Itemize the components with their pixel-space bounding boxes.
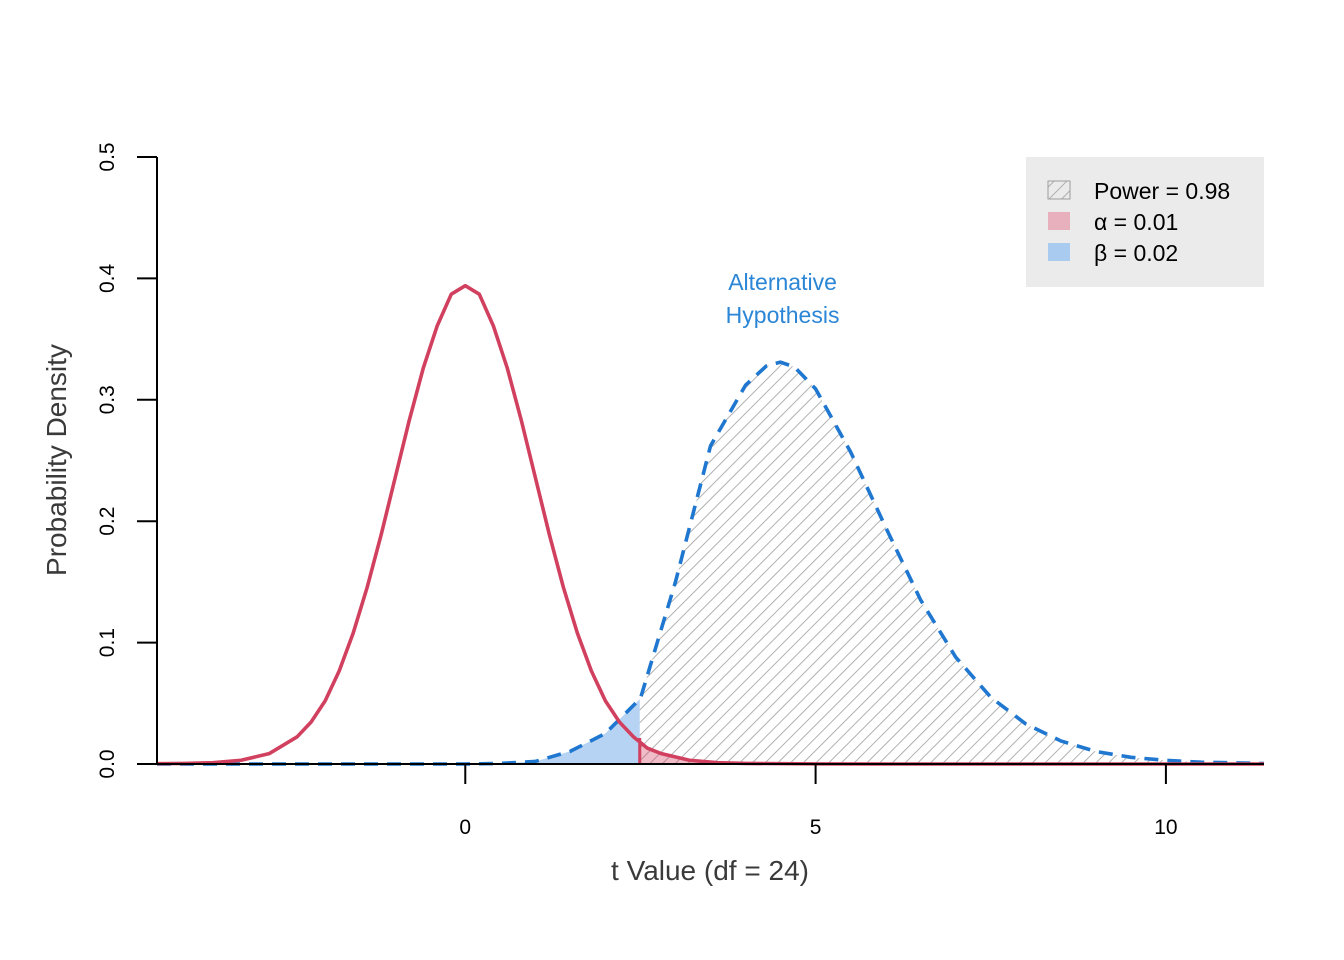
shaded-region-beta: [157, 699, 640, 764]
shaded-region-power: [639, 362, 1264, 764]
x-axis: 0 5 10: [157, 763, 1264, 839]
density-curves: [156, 283, 1265, 766]
y-axis-title: Probability Density: [41, 344, 72, 576]
y-tick-label: 0.5: [96, 142, 119, 171]
y-tick-label: 0.1: [96, 628, 119, 657]
y-tick-label: 0.0: [96, 749, 119, 778]
legend-swatch: [1047, 180, 1071, 200]
x-axis-title: t Value (df = 24): [611, 855, 809, 886]
x-tick-label: 10: [1154, 816, 1177, 839]
y-tick-label: 0.2: [96, 507, 119, 536]
x-tick-label: 5: [810, 816, 822, 839]
annotation-line: Alternative: [728, 269, 837, 295]
y-axis: 0.0 0.1 0.2 0.3 0.4 0.5: [96, 142, 158, 779]
x-tick-label: 0: [459, 816, 471, 839]
legend-swatch: [1048, 243, 1070, 261]
legend-label: β = 0.02: [1094, 240, 1178, 266]
legend-label: α = 0.01: [1094, 209, 1178, 235]
null-distribution-curve: [156, 283, 1264, 766]
legend: Power = 0.98 α = 0.01 β = 0.02: [1026, 157, 1264, 287]
y-tick-label: 0.4: [96, 263, 119, 293]
alternative-hypothesis-annotation: Alternative Hypothesis: [726, 269, 840, 328]
alternative-distribution-curve: [157, 360, 1265, 766]
legend-swatch: [1048, 212, 1070, 230]
legend-label: Power = 0.98: [1094, 178, 1230, 204]
y-tick-label: 0.3: [96, 385, 119, 414]
annotation-line: Hypothesis: [726, 302, 840, 328]
